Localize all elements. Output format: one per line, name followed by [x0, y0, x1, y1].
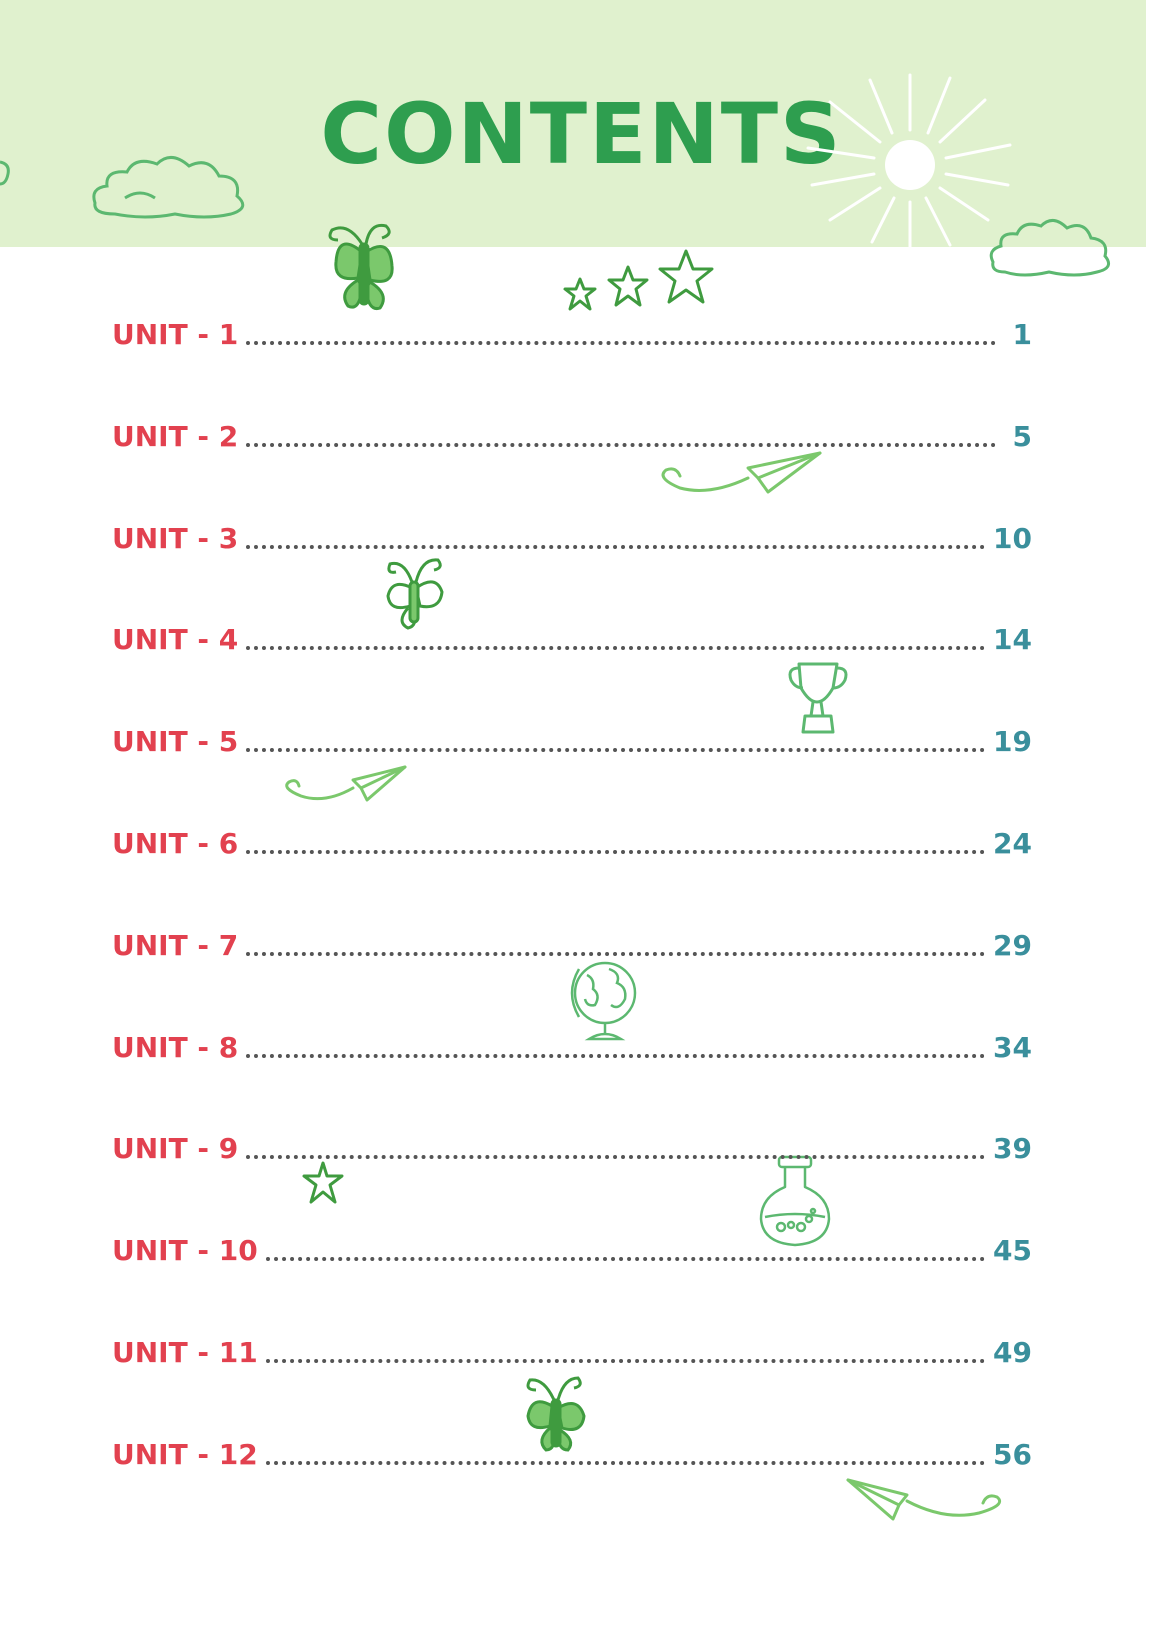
toc-leader-dots — [246, 341, 996, 345]
star-icon — [302, 1161, 344, 1204]
toc-leader-dots — [246, 545, 986, 549]
toc-page-number: 14 — [993, 623, 1032, 656]
header-band — [0, 0, 1146, 247]
toc-page-number: 24 — [993, 827, 1032, 860]
toc-page-number: 34 — [993, 1031, 1032, 1064]
toc-page-number: 10 — [993, 522, 1032, 555]
flask-icon — [759, 1155, 831, 1247]
toc-leader-dots — [246, 1155, 986, 1159]
toc-leader-dots — [246, 1054, 986, 1058]
toc-unit-label: UNIT - 6 — [112, 827, 239, 860]
toc-page-number: 45 — [993, 1234, 1032, 1267]
toc-leader-dots — [265, 1359, 986, 1363]
toc-leader-dots — [246, 748, 986, 752]
sun-icon — [806, 73, 1012, 250]
toc-page-number: 29 — [993, 929, 1032, 962]
paper-plane-icon — [661, 451, 822, 494]
toc-entry[interactable]: UNIT - 1 1 — [112, 309, 1032, 349]
toc-page-number: 5 — [1012, 420, 1032, 453]
toc-entry[interactable]: UNIT - 7 29 — [112, 920, 1032, 960]
toc-entry[interactable]: UNIT - 9 39 — [112, 1123, 1032, 1163]
toc-leader-dots — [265, 1257, 986, 1261]
toc-entry[interactable]: UNIT - 2 5 — [112, 411, 1032, 451]
toc-entry[interactable]: UNIT - 5 19 — [112, 716, 1032, 756]
toc-leader-dots — [265, 1461, 986, 1465]
toc-entry[interactable]: UNIT - 4 14 — [112, 614, 1032, 654]
cloud-icon — [989, 219, 1111, 277]
paper-plane-icon — [285, 765, 407, 802]
cloud-icon — [0, 160, 10, 186]
star-icon — [658, 249, 714, 304]
toc-leader-dots — [246, 850, 986, 854]
butterfly-icon — [386, 558, 444, 630]
toc-entry[interactable]: UNIT - 6 24 — [112, 818, 1032, 858]
toc-entry[interactable]: UNIT - 10 45 — [112, 1225, 1032, 1265]
toc-unit-label: UNIT - 2 — [112, 420, 239, 453]
star-icon — [563, 277, 597, 311]
toc-unit-label: UNIT - 8 — [112, 1031, 239, 1064]
paper-plane-icon — [846, 1478, 1002, 1521]
star-icon — [607, 265, 649, 307]
toc-page-number: 1 — [1012, 318, 1032, 351]
toc-leader-dots — [246, 952, 986, 956]
cloud-icon — [92, 156, 245, 219]
toc-page-number: 56 — [993, 1438, 1032, 1471]
toc-entry[interactable]: UNIT - 12 56 — [112, 1429, 1032, 1469]
toc-unit-label: UNIT - 9 — [112, 1132, 239, 1165]
butterfly-icon — [328, 223, 394, 311]
page-title: CONTENTS — [320, 85, 843, 183]
toc-leader-dots — [246, 646, 986, 650]
toc-unit-label: UNIT - 5 — [112, 725, 239, 758]
globe-icon — [570, 961, 637, 1041]
toc-entry[interactable]: UNIT - 3 10 — [112, 513, 1032, 553]
toc-entry[interactable]: UNIT - 11 49 — [112, 1327, 1032, 1367]
toc-page-number: 39 — [993, 1132, 1032, 1165]
toc-unit-label: UNIT - 11 — [112, 1336, 258, 1369]
toc-unit-label: UNIT - 4 — [112, 623, 239, 656]
toc-unit-label: UNIT - 1 — [112, 318, 239, 351]
toc-page-number: 19 — [993, 725, 1032, 758]
toc-entry[interactable]: UNIT - 8 34 — [112, 1022, 1032, 1062]
toc-leader-dots — [246, 443, 996, 447]
toc-unit-label: UNIT - 3 — [112, 522, 239, 555]
toc-unit-label: UNIT - 10 — [112, 1234, 258, 1267]
toc-unit-label: UNIT - 12 — [112, 1438, 258, 1471]
toc-page-number: 49 — [993, 1336, 1032, 1369]
toc-unit-label: UNIT - 7 — [112, 929, 239, 962]
butterfly-icon — [526, 1376, 586, 1452]
trophy-icon — [788, 662, 848, 734]
